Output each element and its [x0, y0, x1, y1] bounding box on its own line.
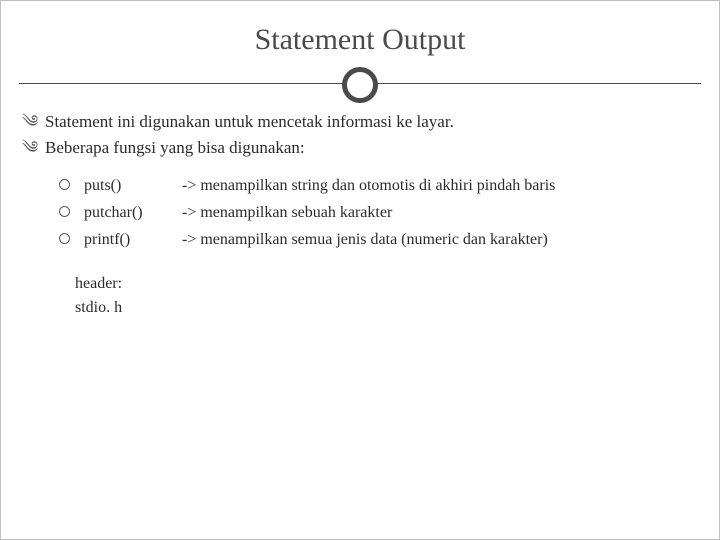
fn-name: puts()	[84, 172, 174, 199]
bullet-2-text: Beberapa fungsi yang bisa digunakan:	[45, 135, 305, 161]
fn-desc: -> menampilkan string dan otomotis di ak…	[182, 172, 555, 199]
slide: Statement Output ༄ Statement ini digunak…	[0, 0, 720, 540]
fn-name: printf()	[84, 226, 174, 253]
fn-name: putchar()	[84, 199, 174, 226]
fn-desc: -> menampilkan semua jenis data (numeric…	[182, 226, 548, 253]
content: ༄ Statement ini digunakan untuk mencetak…	[1, 105, 719, 320]
swirl-icon: ༄	[21, 109, 39, 135]
ring-icon	[342, 67, 378, 103]
list-item: printf() -> menampilkan semua jenis data…	[59, 226, 699, 253]
function-list: puts() -> menampilkan string dan otomoti…	[21, 172, 699, 254]
divider	[1, 65, 719, 105]
fn-desc: -> menampilkan sebuah karakter	[182, 199, 392, 226]
circle-icon	[59, 206, 70, 217]
circle-icon	[59, 179, 70, 190]
bullet-1: ༄ Statement ini digunakan untuk mencetak…	[21, 109, 699, 135]
footer-block: header: stdio. h	[21, 272, 699, 320]
footer-line-1: header:	[75, 272, 699, 296]
circle-icon	[59, 233, 70, 244]
list-item: puts() -> menampilkan string dan otomoti…	[59, 172, 699, 199]
list-item: putchar() -> menampilkan sebuah karakter	[59, 199, 699, 226]
bullet-1-text: Statement ini digunakan untuk mencetak i…	[45, 109, 454, 135]
page-title: Statement Output	[1, 23, 719, 57]
swirl-icon: ༄	[21, 135, 39, 161]
footer-line-2: stdio. h	[75, 296, 699, 320]
bullet-2: ༄ Beberapa fungsi yang bisa digunakan:	[21, 135, 699, 161]
